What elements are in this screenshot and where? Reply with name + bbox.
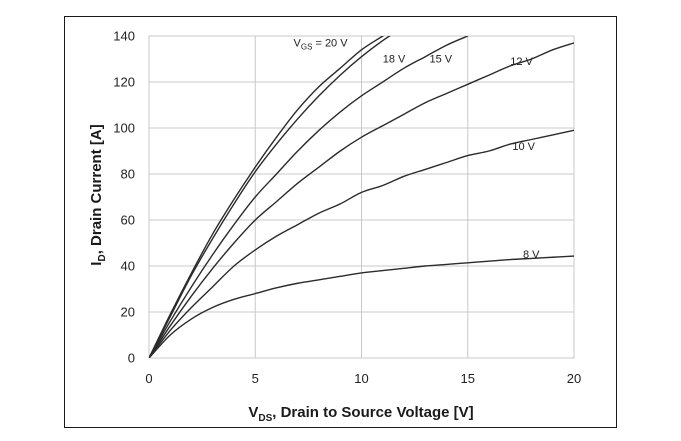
series-label-18v: 18 V (383, 53, 406, 65)
series-line-20v (149, 36, 385, 358)
x-tick-label: 0 (145, 371, 152, 386)
x-tick-label: 20 (567, 371, 581, 386)
series-label-20v: VGS = 20 V (294, 37, 349, 51)
y-tick-label: 60 (121, 213, 135, 228)
x-axis-title-sub: DS (258, 413, 272, 424)
x-tick-label: 5 (252, 371, 259, 386)
y-tick-label: 80 (121, 167, 135, 182)
y-tick-label: 100 (113, 121, 135, 136)
series-label-15v: 15 V (430, 53, 453, 65)
series-label-12v: 12 V (510, 56, 533, 68)
series-line-10v (149, 129, 574, 358)
series-line-15v (149, 36, 469, 358)
y-tick-label: 120 (113, 75, 135, 90)
y-axis-title-sub: D (97, 254, 108, 261)
y-axis-title: ID, Drain Current [A] (88, 124, 108, 265)
series-label-10v: 10 V (512, 141, 535, 153)
chart-frame: 0 20 40 60 80 100 120 140 0 5 10 15 20 VGS = 20 V 18 … (64, 16, 617, 428)
y-tick-label: 20 (121, 305, 135, 320)
y-tick-label: 140 (113, 29, 135, 44)
series-line-8v (149, 255, 574, 358)
y-axis-title-main: I (88, 262, 105, 266)
x-axis-title: VDS, Drain to Source Voltage [V] (248, 404, 473, 424)
drain-current-chart: 0 20 40 60 80 100 120 140 0 5 10 15 20 VGS = 20 V 18 … (88, 29, 581, 425)
y-tick-label: 0 (128, 351, 135, 366)
y-axis-title-rest: , Drain Current [A] (88, 124, 105, 254)
x-tick-label: 10 (354, 371, 368, 386)
y-tick-label: 40 (121, 259, 135, 274)
curve-labels: VGS = 20 V 18 V 15 V 12 V 10 V 8 V (294, 37, 541, 261)
series-line-18v (149, 36, 391, 358)
axes: 0 20 40 60 80 100 120 140 0 5 10 15 20 (113, 29, 581, 387)
x-axis-title-main: V (248, 404, 258, 421)
curves (149, 36, 574, 358)
x-tick-label: 15 (461, 371, 475, 386)
series-label-8v: 8 V (523, 249, 540, 261)
grid (148, 35, 575, 359)
x-axis-title-rest: , Drain to Source Voltage [V] (272, 404, 473, 421)
series-line-12v (149, 42, 574, 358)
